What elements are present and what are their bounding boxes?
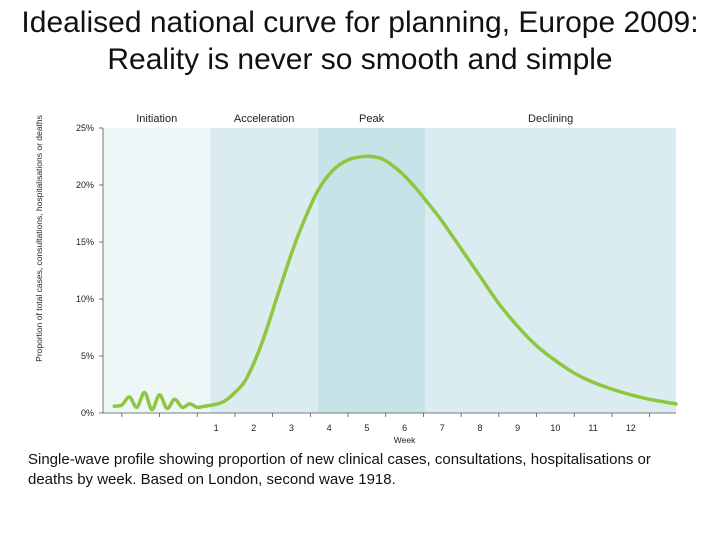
y-tick-label: 0% [81,408,94,418]
x-tick-label: 12 [626,423,636,433]
y-axis-label: Proportion of total cases, consultations… [34,115,44,362]
x-tick-label: 6 [402,423,407,433]
x-tick-label: 9 [515,423,520,433]
chart-caption: Single-wave profile showing proportion o… [28,451,651,488]
y-tick-labels: 0% 5% 10% 15% 20% 25% [76,123,94,418]
phase-band-peak [317,128,426,413]
phase-bands [103,128,676,413]
x-tick-label: 5 [364,423,369,433]
axes [99,127,676,417]
phase-label-acceleration: Acceleration [234,113,295,125]
phase-band-initiation [103,128,211,413]
phase-label-initiation: Initiation [136,113,177,125]
y-tick-label: 5% [81,351,94,361]
x-tick-label: 4 [327,423,332,433]
x-tick-label: 1 [214,423,219,433]
chart-title: Idealised national curve for planning, E… [21,6,699,76]
x-tick-label: 10 [550,423,560,433]
phase-label-peak: Peak [359,113,385,125]
y-tick-label: 20% [76,180,94,190]
phase-band-acceleration [210,128,318,413]
series-line [112,154,678,412]
x-tick-label: 8 [477,423,482,433]
y-tick-label: 25% [76,123,94,133]
phase-label-declining: Declining [528,113,573,125]
x-axis-label: Week [394,435,416,445]
y-tick-label: 15% [76,237,94,247]
y-tick-label: 10% [76,294,94,304]
x-tick-label: 11 [588,423,597,433]
x-tick-labels: 1 2 3 4 5 6 7 8 9 10 11 12 [214,423,636,433]
x-tick-label: 7 [440,423,445,433]
x-tick-label: 2 [251,423,256,433]
x-tick-label: 3 [289,423,294,433]
phase-band-declining [425,128,676,413]
phase-labels: Initiation Acceleration Peak Declining [136,113,573,125]
